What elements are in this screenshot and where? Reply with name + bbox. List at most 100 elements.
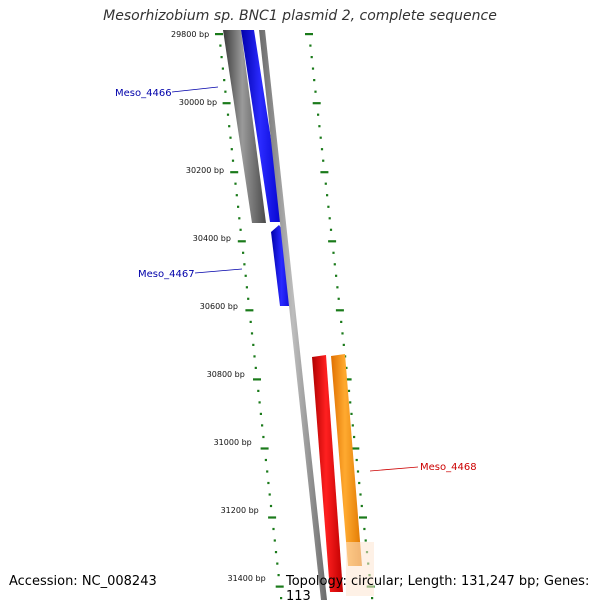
tick-label: 31400 bp <box>228 574 266 583</box>
minor-tick-mark <box>259 412 262 415</box>
tick-label: 31200 bp <box>221 506 259 515</box>
minor-tick-mark <box>349 401 352 404</box>
minor-tick-mark <box>258 401 261 404</box>
minor-tick-mark <box>329 228 333 231</box>
minor-tick-mark <box>342 343 345 346</box>
major-tick-mark <box>260 447 269 450</box>
major-tick-mark <box>215 33 223 36</box>
left-tick-track <box>215 33 284 600</box>
minor-tick-mark <box>333 263 336 266</box>
minor-tick-mark <box>261 424 264 427</box>
minor-tick-mark <box>360 504 363 508</box>
tick-label: 30200 bp <box>186 166 224 175</box>
tick-labels: 29800 bp 30000 bp 30200 bp 30400 bp 30600 bp… <box>171 30 266 583</box>
reverse-strand-track <box>223 30 266 223</box>
major-tick-mark <box>245 309 254 312</box>
minor-tick-mark <box>272 527 275 531</box>
gene-label-meso-4468[interactable]: Meso_4468 <box>420 462 477 473</box>
minor-tick-mark <box>244 274 247 277</box>
minor-tick-mark <box>311 67 315 70</box>
minor-tick-mark <box>332 251 335 254</box>
major-tick-mark <box>335 309 344 312</box>
minor-tick-mark <box>249 320 252 323</box>
minor-tick-mark <box>229 136 232 139</box>
minor-tick-mark <box>309 44 312 47</box>
major-tick-mark <box>305 33 313 36</box>
minor-tick-mark <box>358 481 361 485</box>
gene-label-meso-4467[interactable]: Meso_4467 <box>138 269 195 280</box>
major-tick-mark <box>328 240 337 243</box>
minor-tick-mark <box>268 493 271 496</box>
meso-4466-leader <box>171 86 219 93</box>
minor-tick-mark <box>242 251 245 254</box>
minor-tick-mark <box>267 481 270 485</box>
minor-tick-mark <box>221 67 224 70</box>
minor-tick-mark <box>324 182 327 185</box>
minor-tick-mark <box>230 148 233 151</box>
minor-tick-mark <box>351 424 354 427</box>
backbone-line <box>259 30 327 600</box>
minor-tick-mark <box>320 148 324 151</box>
accession-label: Accession: NC_008243 <box>9 574 157 589</box>
minor-tick-mark <box>337 297 340 300</box>
minor-tick-mark <box>313 79 316 82</box>
minor-tick-mark <box>371 597 374 600</box>
minor-tick-mark <box>274 551 278 554</box>
minor-tick-mark <box>314 90 317 93</box>
minor-tick-mark <box>254 366 257 369</box>
gene-label-meso-4466[interactable]: Meso_4466 <box>115 88 172 99</box>
minor-tick-mark <box>280 597 283 600</box>
major-tick-mark <box>275 585 284 588</box>
minor-tick-mark <box>310 56 313 59</box>
minor-tick-mark <box>231 159 235 162</box>
map-title: Mesorhizobium sp. BNC1 plasmid 2, comple… <box>103 8 497 24</box>
minor-tick-mark <box>228 125 231 128</box>
minor-tick-mark <box>266 470 269 473</box>
minor-tick-mark <box>356 470 360 473</box>
major-tick-mark <box>359 516 367 519</box>
tick-label: 30600 bp <box>200 302 238 311</box>
minor-tick-mark <box>223 79 226 82</box>
minor-tick-mark <box>262 435 265 439</box>
minor-tick-mark <box>238 217 241 220</box>
minor-tick-mark <box>247 297 250 300</box>
minor-tick-mark <box>364 539 367 542</box>
minor-tick-mark <box>276 562 279 565</box>
minor-tick-mark <box>235 194 238 197</box>
major-tick-mark <box>343 378 352 381</box>
minor-tick-mark <box>326 194 329 197</box>
orange-feature-track <box>331 354 362 566</box>
minor-tick-mark <box>347 389 351 392</box>
minor-tick-mark <box>252 343 255 346</box>
minor-tick-mark <box>243 263 246 266</box>
minor-tick-mark <box>319 136 322 139</box>
gene-meso-4468[interactable] <box>312 355 343 592</box>
minor-tick-mark <box>350 412 353 415</box>
minor-tick-mark <box>234 182 237 185</box>
meso-4468-leader <box>369 466 419 472</box>
minor-tick-mark <box>239 228 242 231</box>
minor-tick-mark <box>335 274 338 277</box>
tick-label: 31000 bp <box>214 438 252 447</box>
minor-tick-mark <box>237 205 240 208</box>
minor-tick-mark <box>336 286 339 289</box>
major-tick-mark <box>237 240 246 243</box>
minor-tick-mark <box>273 539 276 542</box>
minor-tick-mark <box>340 320 343 323</box>
orange-feature-fade <box>346 542 374 596</box>
minor-tick-mark <box>253 355 256 358</box>
minor-tick-mark <box>269 504 273 508</box>
meso-4467-leader <box>194 268 243 274</box>
gene-meso-4466[interactable] <box>241 30 284 222</box>
minor-tick-mark <box>359 493 362 496</box>
minor-tick-mark <box>219 44 222 47</box>
major-tick-mark <box>222 102 231 105</box>
minor-tick-mark <box>345 366 348 369</box>
tick-label: 29800 bp <box>171 30 209 39</box>
minor-tick-mark <box>328 217 331 220</box>
major-tick-mark <box>268 516 277 519</box>
minor-tick-mark <box>250 332 254 335</box>
major-tick-mark <box>230 171 239 174</box>
minor-tick-mark <box>245 286 248 289</box>
